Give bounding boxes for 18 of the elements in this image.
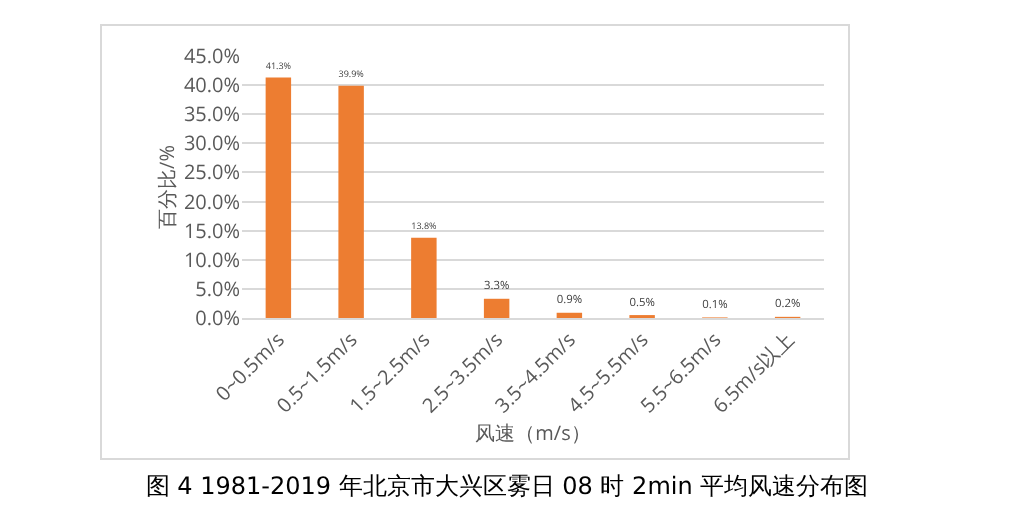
caption: 图 4 1981-2019 年北京市大兴区雾日 08 时 2min 平均风速分布图	[143, 470, 871, 504]
bar	[411, 237, 437, 318]
y-tick-label: 45.0%	[183, 41, 240, 69]
y-tick-label: 0.0%	[195, 303, 240, 331]
y-tick-label: 20.0%	[183, 186, 240, 215]
y-tick-label: 15.0%	[183, 215, 240, 244]
y-axis-title: 百分比/%	[151, 145, 180, 229]
bar	[265, 77, 292, 318]
y-tick-label: 10.0%	[183, 244, 240, 273]
bar	[338, 85, 364, 318]
bar	[556, 312, 583, 318]
x-axis-title: 风速（m/s）	[475, 418, 591, 447]
y-tick-label: 25.0%	[183, 157, 240, 186]
y-tick-label: 30.0%	[183, 128, 240, 157]
y-tick-label: 35.0%	[183, 99, 240, 128]
y-tick-label: 40.0%	[183, 70, 240, 99]
bar	[483, 298, 510, 318]
y-tick-label: 5.0%	[195, 273, 240, 302]
